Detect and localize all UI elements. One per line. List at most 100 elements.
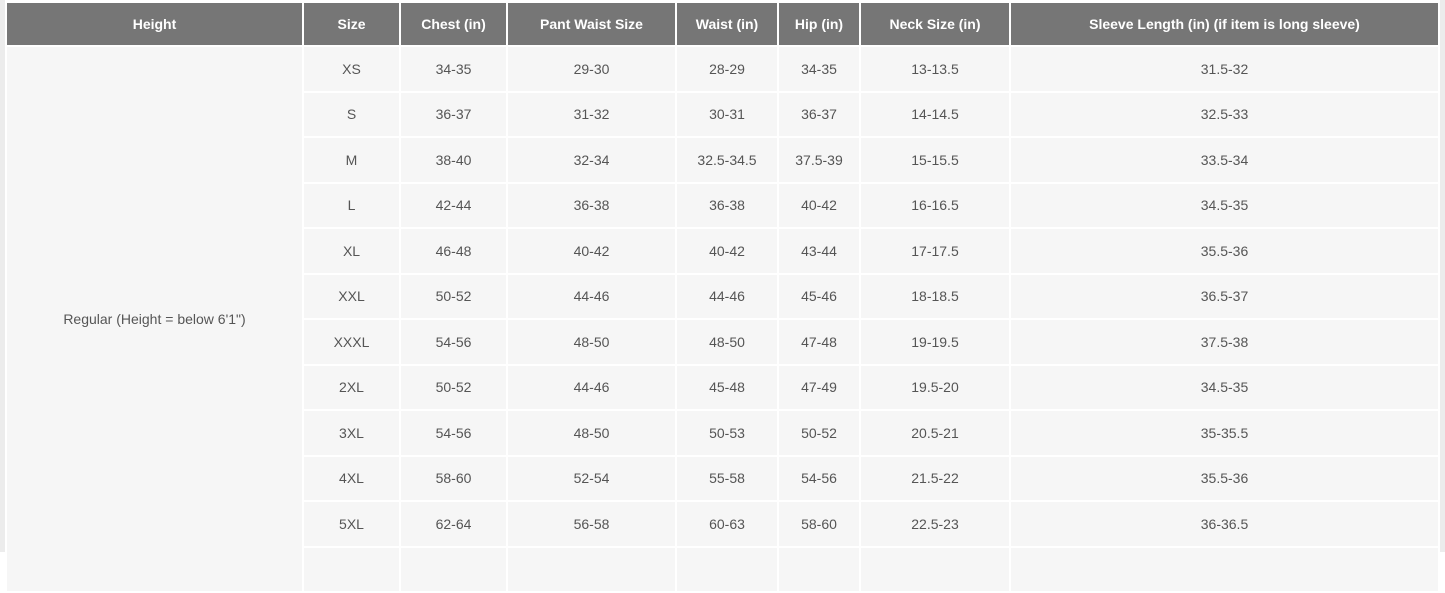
cell-size: XXXL [304,320,399,364]
page-margin-right [1440,0,1445,552]
cell-pant-waist: 48-50 [508,411,675,455]
header-hip: Hip (in) [779,3,859,45]
cell-sleeve: 32.5-33 [1011,92,1438,136]
cell-neck: 17-17.5 [861,229,1009,273]
cell-pant-waist: 31-32 [508,92,675,136]
cell-sleeve: 31.5-32 [1011,47,1438,91]
header-row: Height Size Chest (in) Pant Waist Size W… [7,3,1438,45]
cell-pant-waist: 48-50 [508,320,675,364]
cell-pant-waist: 40-42 [508,229,675,273]
cell-neck: 22.5-23 [861,502,1009,546]
table-row: 3XL 54-56 48-50 50-53 50-52 20.5-21 35-35.5 [7,411,1438,455]
cell-size: XS [304,47,399,91]
cell-hip: 58-60 [779,502,859,546]
cell-neck: 19.5-20 [861,365,1009,409]
cell-sleeve: 33.5-34 [1011,138,1438,182]
cell-sleeve: 36.5-37 [1011,274,1438,318]
table-row: S 36-37 31-32 30-31 36-37 14-14.5 32.5-33 [7,92,1438,136]
header-pant-waist: Pant Waist Size [508,3,675,45]
cell-empty [304,547,399,591]
cell-sleeve: 37.5-38 [1011,320,1438,364]
cell-chest: 38-40 [401,138,506,182]
cell-neck: 20.5-21 [861,411,1009,455]
cell-sleeve: 36-36.5 [1011,502,1438,546]
cell-chest: 50-52 [401,274,506,318]
table-row: XL 46-48 40-42 40-42 43-44 17-17.5 35.5-36 [7,229,1438,273]
cell-empty [677,547,777,591]
cell-neck: 13-13.5 [861,47,1009,91]
height-group-cell: Regular (Height = below 6'1") [7,47,302,591]
cell-empty [861,547,1009,591]
cell-neck: 14-14.5 [861,92,1009,136]
table-row: Regular (Height = below 6'1") XS 34-35 29-3… [7,47,1438,591]
cell-waist: 55-58 [677,456,777,500]
cell-waist: 36-38 [677,183,777,227]
cell-hip: 50-52 [779,411,859,455]
header-sleeve: Sleeve Length (in) (if item is long slee… [1011,3,1438,45]
cell-hip: 47-49 [779,365,859,409]
cell-waist: 32.5-34.5 [677,138,777,182]
cell-sleeve: 34.5-35 [1011,183,1438,227]
cell-hip: 43-44 [779,229,859,273]
cell-pant-waist: 44-46 [508,365,675,409]
page-margin-left [0,0,5,552]
cell-pant-waist: 36-38 [508,183,675,227]
cell-waist: 60-63 [677,502,777,546]
cell-hip: 40-42 [779,183,859,227]
cell-chest: 54-56 [401,411,506,455]
header-neck: Neck Size (in) [861,3,1009,45]
cell-sleeve: 34.5-35 [1011,365,1438,409]
table-row: M 38-40 32-34 32.5-34.5 37.5-39 15-15.5 33.5-3… [7,138,1438,182]
cell-neck: 16-16.5 [861,183,1009,227]
cell-chest: 54-56 [401,320,506,364]
cell-chest: 34-35 [401,47,506,91]
table-row: XXXL 54-56 48-50 48-50 47-48 19-19.5 37.5-38 [7,320,1438,364]
table-row: XXL 50-52 44-46 44-46 45-46 18-18.5 36.5-37 [7,274,1438,318]
cell-hip: 47-48 [779,320,859,364]
cell-pant-waist: 56-58 [508,502,675,546]
cell-chest: 36-37 [401,92,506,136]
cell-empty [779,547,859,591]
cell-size: S [304,92,399,136]
cell-chest: 46-48 [401,229,506,273]
cell-waist: 44-46 [677,274,777,318]
cell-pant-waist: 44-46 [508,274,675,318]
table-row: 5XL 62-64 56-58 60-63 58-60 22.5-23 36-36.5 [7,502,1438,546]
cell-pant-waist: 32-34 [508,138,675,182]
cell-size: L [304,183,399,227]
cell-pant-waist: 29-30 [508,47,675,91]
cell-chest: 62-64 [401,502,506,546]
cell-chest: 50-52 [401,365,506,409]
cell-sleeve: 35.5-36 [1011,229,1438,273]
cell-size: 3XL [304,411,399,455]
cell-hip: 36-37 [779,92,859,136]
cell-empty [508,547,675,591]
cell-size: 5XL [304,502,399,546]
cell-size: XXL [304,274,399,318]
cell-chest: 58-60 [401,456,506,500]
size-chart-table: Height Size Chest (in) Pant Waist Size W… [5,1,1440,593]
cell-neck: 18-18.5 [861,274,1009,318]
header-waist: Waist (in) [677,3,777,45]
cell-empty [1011,547,1438,591]
cell-chest: 42-44 [401,183,506,227]
cell-sleeve: 35-35.5 [1011,411,1438,455]
cell-hip: 54-56 [779,456,859,500]
cell-waist: 45-48 [677,365,777,409]
cell-size: M [304,138,399,182]
cell-waist: 40-42 [677,229,777,273]
cell-waist: 28-29 [677,47,777,91]
cell-size: 4XL [304,456,399,500]
cell-size: 2XL [304,365,399,409]
cell-waist: 48-50 [677,320,777,364]
cell-neck: 15-15.5 [861,138,1009,182]
cell-empty [401,547,506,591]
table-row: 4XL 58-60 52-54 55-58 54-56 21.5-22 35.5-36 [7,456,1438,500]
table-row: 2XL 50-52 44-46 45-48 47-49 19.5-20 34.5-35 [7,365,1438,409]
cell-neck: 21.5-22 [861,456,1009,500]
cell-waist: 50-53 [677,411,777,455]
cell-size: XL [304,229,399,273]
cell-waist: 30-31 [677,92,777,136]
cell-sleeve: 35.5-36 [1011,456,1438,500]
cell-hip: 34-35 [779,47,859,91]
